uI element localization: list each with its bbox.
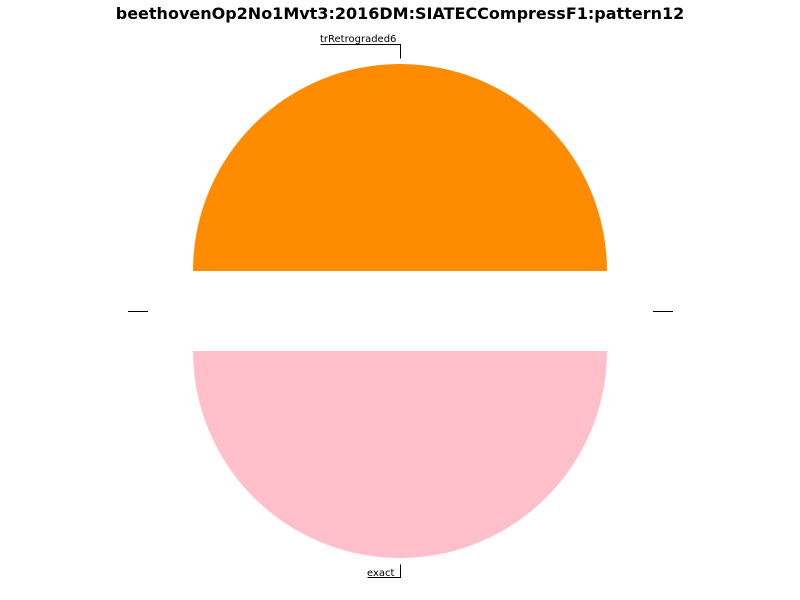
label-leader-exact	[367, 564, 401, 578]
pie-slice-trretrograded6	[193, 64, 607, 271]
chart-title: beethovenOp2No1Mvt3:2016DM:SIATECCompres…	[116, 4, 684, 23]
pie-slice-exact	[193, 351, 607, 558]
label-leader-trretrograded6	[320, 44, 401, 59]
slice-label-exact: exact	[367, 568, 395, 579]
slice-label-trretrograded6: trRetrograded6	[320, 34, 396, 45]
pie-slices	[193, 64, 607, 558]
